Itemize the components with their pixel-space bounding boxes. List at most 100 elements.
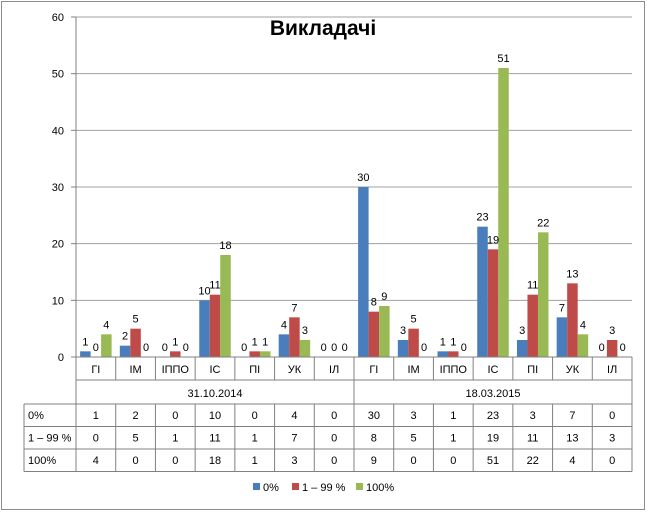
table-cell: 3 <box>291 455 297 467</box>
legend-swatch-1 <box>253 483 260 490</box>
category-label: ГІ <box>91 364 100 376</box>
data-label: 0 <box>461 342 467 354</box>
data-label: 1 <box>440 336 446 348</box>
table-row-label: 1 – 99 % <box>28 433 72 445</box>
bar-2 <box>209 294 221 357</box>
data-label: 7 <box>291 302 297 314</box>
table-row-label: 0% <box>28 410 44 422</box>
table-cell: 3 <box>411 410 417 422</box>
data-label: 19 <box>487 234 499 246</box>
data-label: 3 <box>519 325 525 337</box>
category-label: ІППО <box>440 364 468 376</box>
data-label: 18 <box>219 240 231 252</box>
table-row-label: 100% <box>28 455 56 467</box>
table-cell: 7 <box>291 433 297 445</box>
table-cell: 0 <box>93 433 99 445</box>
y-tick-label: 60 <box>52 12 64 24</box>
data-label: 0 <box>331 342 337 354</box>
bar-3 <box>537 232 549 357</box>
table-cell: 5 <box>411 433 417 445</box>
bar-1 <box>119 345 131 357</box>
data-label: 0 <box>162 342 168 354</box>
table-cell: 0 <box>172 455 178 467</box>
data-label: 0 <box>241 342 247 354</box>
legend-swatch-3 <box>356 483 363 490</box>
data-label: 8 <box>371 297 377 309</box>
category-label: ІС <box>210 364 221 376</box>
data-table: ГІ ІМ ІППО ІС ПІ УК ІЛ 31.10.2014 ГІ ІМ ІППО ІС ПІ УК… <box>23 356 633 472</box>
category-label: ІППО <box>162 364 190 376</box>
table-cell: 51 <box>487 455 499 467</box>
y-tick-label: 10 <box>52 295 64 307</box>
table-cell: 4 <box>291 410 297 422</box>
table-cell: 5 <box>133 433 139 445</box>
category-label: ПІ <box>527 364 538 376</box>
bar-3 <box>379 306 390 357</box>
table-cell: 0 <box>252 410 258 422</box>
data-label: 11 <box>209 280 220 292</box>
bar-1 <box>556 317 568 357</box>
table-cell: 1 <box>252 433 258 445</box>
category-label: ІЛ <box>329 364 339 376</box>
data-label: 4 <box>103 319 109 331</box>
table-cell: 8 <box>371 433 377 445</box>
legend-swatch-2 <box>292 483 299 490</box>
table-cell: 3 <box>530 410 536 422</box>
bar-3 <box>220 255 231 357</box>
table-cell: 0 <box>331 455 337 467</box>
bar-3 <box>259 351 271 357</box>
data-label: 11 <box>527 280 538 292</box>
table-cell: 2 <box>133 410 139 422</box>
data-label: 4 <box>281 319 287 331</box>
legend: 0% 1 – 99 % 100% <box>253 482 394 494</box>
category-label: УК <box>566 364 580 376</box>
table-cell: 23 <box>487 410 499 422</box>
data-label: 3 <box>302 325 308 337</box>
table-cell: 7 <box>569 410 575 422</box>
table-cell: 3 <box>609 433 615 445</box>
bar-1 <box>358 187 369 357</box>
bar-3 <box>101 334 112 357</box>
data-label: 0 <box>421 342 427 354</box>
data-label: 13 <box>566 268 578 280</box>
table-cell: 1 <box>450 433 456 445</box>
legend-label: 100% <box>366 482 394 494</box>
bar-2 <box>527 294 538 357</box>
bar-2 <box>567 283 578 357</box>
table-cell: 13 <box>566 433 578 445</box>
data-label: 0 <box>183 342 189 354</box>
data-label: 0 <box>321 342 327 354</box>
y-tick-label: 0 <box>58 352 64 364</box>
y-axis-ticks: 0 10 20 30 40 50 60 <box>52 12 64 364</box>
data-label: 0 <box>143 342 149 354</box>
bar-2 <box>408 328 419 357</box>
data-label: 9 <box>381 291 387 303</box>
bar-1 <box>80 351 91 357</box>
data-label: 5 <box>411 314 417 326</box>
data-label: 51 <box>497 53 509 65</box>
data-label: 7 <box>559 302 565 314</box>
data-label: 1 <box>172 336 178 348</box>
group-label: 31.10.2014 <box>187 388 242 400</box>
bar-2 <box>249 351 260 357</box>
y-tick-label: 50 <box>52 69 64 81</box>
table-cell: 1 <box>93 410 99 422</box>
bar-2 <box>289 317 300 357</box>
group-label: 18.03.2015 <box>465 388 520 400</box>
bar-1 <box>199 300 210 357</box>
data-label: 0 <box>93 342 99 354</box>
data-label: 1 <box>252 336 258 348</box>
table-cell: 9 <box>371 455 377 467</box>
data-label: 1 <box>82 336 88 348</box>
bar-3 <box>299 340 311 357</box>
table-cell: 1 <box>252 455 258 467</box>
table-cell: 0 <box>331 410 337 422</box>
table-cell: 11 <box>527 433 538 445</box>
chart-title: Викладачі <box>270 17 376 40</box>
bar-1 <box>397 340 409 357</box>
data-label: 22 <box>537 217 549 229</box>
table-cell: 18 <box>209 455 221 467</box>
